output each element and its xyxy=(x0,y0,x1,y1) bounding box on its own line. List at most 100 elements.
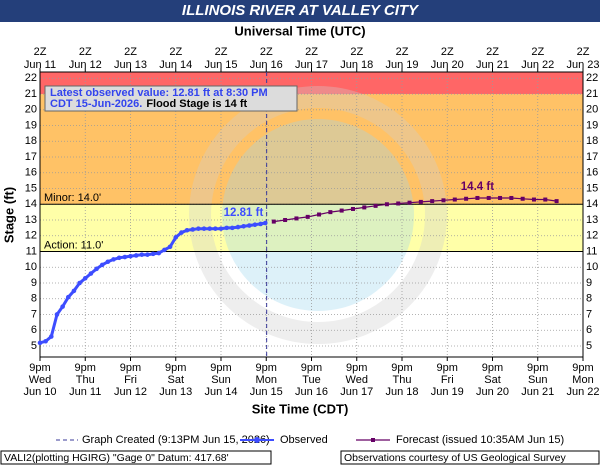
legend-marker xyxy=(371,438,375,442)
x2-tick-label: 2Z xyxy=(79,46,92,58)
forecast-point xyxy=(498,195,503,200)
forecast-point xyxy=(441,198,446,203)
observed-point xyxy=(167,244,173,250)
forecast-point xyxy=(339,208,344,213)
observed-point xyxy=(213,226,218,231)
x-tick-label: 9pm xyxy=(210,362,231,374)
forecast-point xyxy=(283,218,288,223)
observed-point xyxy=(179,230,184,235)
observed-point xyxy=(105,259,111,265)
x2-tick-label: 2Z xyxy=(577,46,590,58)
x-tick-date: Jun 16 xyxy=(295,386,328,398)
latest-label: 12.81 ft xyxy=(224,207,264,219)
x-tick-date: Jun 22 xyxy=(566,386,599,398)
legend-label: Observed xyxy=(280,434,328,446)
x-tick-date: Jun 19 xyxy=(431,386,464,398)
x-tick-day: Thu xyxy=(393,374,412,386)
x-tick-day: Sat xyxy=(167,374,184,386)
observed-point xyxy=(133,253,139,258)
forecast-point xyxy=(486,195,491,200)
y-tick-label-right: 14 xyxy=(586,198,598,210)
legend-label: Graph Created (9:13PM Jun 15, 2026) xyxy=(82,434,270,446)
x-tick-date: Jun 20 xyxy=(476,386,509,398)
observed-point xyxy=(218,226,224,231)
x2-tick-label: 2Z xyxy=(215,46,228,58)
x-tick-label: 9pm xyxy=(527,362,548,374)
chart-title: ILLINOIS RIVER AT VALLEY CITY xyxy=(182,2,420,19)
y-tick-label: 10 xyxy=(25,261,37,273)
y-tick-label: 14 xyxy=(25,198,37,210)
x-tick-day: Fri xyxy=(124,374,137,386)
note-line2-a: CDT 15-Jun-2026. xyxy=(50,98,142,110)
observed-point xyxy=(82,275,88,281)
x2-tick-label: 2Z xyxy=(531,46,544,58)
y-tick-label: 16 xyxy=(25,167,37,179)
observed-point xyxy=(258,221,263,227)
observed-point xyxy=(49,334,54,339)
y-tick-label-right: 18 xyxy=(586,135,598,147)
observed-point xyxy=(230,225,235,231)
x-tick-label: 9pm xyxy=(482,362,503,374)
x-tick-label: 9pm xyxy=(572,362,593,374)
x2-tick-date: Jun 20 xyxy=(431,59,464,71)
x-tick-label: 9pm xyxy=(120,362,141,374)
y-tick-label: 7 xyxy=(31,308,37,320)
x2-tick-label: 2Z xyxy=(350,46,363,58)
watermark xyxy=(189,86,447,344)
y-tick-label: 12 xyxy=(25,230,37,242)
forecast-point xyxy=(362,205,367,210)
observed-point xyxy=(263,220,268,226)
x-tick-day: Wed xyxy=(29,374,51,386)
observed-point xyxy=(145,252,150,257)
x-tick-date: Jun 14 xyxy=(204,386,237,398)
observed-point xyxy=(201,226,207,231)
observed-point xyxy=(184,227,190,233)
observed-point xyxy=(224,225,229,231)
observed-point xyxy=(88,271,94,276)
forecast-point xyxy=(373,203,378,208)
forecast-point xyxy=(475,195,480,200)
plot-area: 5 5 6 6 7 7 8 8 9 9 10 10 11 11 12 12 13 13 14 14 15 15 16 16 17… xyxy=(23,46,599,398)
x-tick-day: Wed xyxy=(346,374,368,386)
observed-point xyxy=(43,338,48,344)
y-tick-label-right: 7 xyxy=(586,308,592,320)
observed-point xyxy=(60,304,65,309)
observed-point xyxy=(190,227,196,232)
note-box xyxy=(44,85,298,112)
y-tick-label-right: 15 xyxy=(586,182,598,194)
x-tick-date: Jun 18 xyxy=(385,386,418,398)
forecast-point xyxy=(328,210,333,215)
x-tick-date: Jun 15 xyxy=(250,386,283,398)
x2-tick-date: Jun 16 xyxy=(250,59,283,71)
y-tick-label-right: 6 xyxy=(586,324,592,336)
observed-point xyxy=(241,224,246,229)
y-tick-label-right: 20 xyxy=(586,104,598,116)
y-tick-label: 22 xyxy=(25,72,37,84)
observed-point xyxy=(54,312,60,317)
x-tick-date: Jun 11 xyxy=(69,386,101,398)
top-axis-title: Universal Time (UTC) xyxy=(234,23,365,38)
x2-tick-date: Jun 15 xyxy=(204,59,237,71)
y-tick-label: 5 xyxy=(31,340,37,352)
y-tick-label: 20 xyxy=(25,104,37,116)
x2-tick-date: Jun 23 xyxy=(566,59,599,71)
x-tick-date: Jun 17 xyxy=(340,386,373,398)
observed-point xyxy=(122,254,128,260)
observed-point xyxy=(246,223,252,228)
observed-point xyxy=(162,247,167,253)
x-tick-day: Sun xyxy=(528,374,548,386)
x-tick-day: Sun xyxy=(211,374,231,386)
observed-point xyxy=(196,226,201,231)
y-tick-label: 9 xyxy=(31,277,37,289)
observed-point xyxy=(94,266,99,272)
y-tick-label-right: 12 xyxy=(586,230,598,242)
observed-point xyxy=(71,288,77,294)
y-tick-label: 19 xyxy=(25,119,37,131)
x-tick-label: 9pm xyxy=(437,362,458,374)
forecast-point xyxy=(384,202,389,207)
forecast-point xyxy=(554,199,559,204)
forecast-point xyxy=(396,201,401,206)
forecast-point xyxy=(271,219,276,224)
x-tick-day: Thu xyxy=(76,374,95,386)
